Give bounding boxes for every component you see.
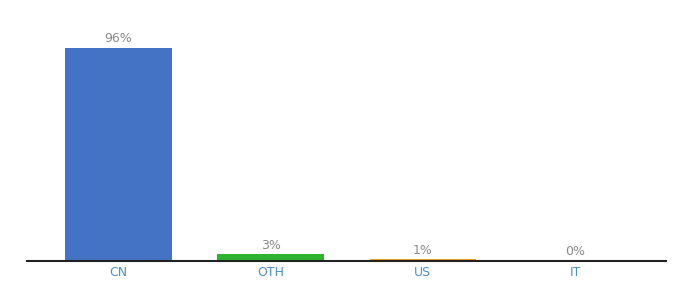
Bar xyxy=(370,259,476,261)
Text: 1%: 1% xyxy=(413,244,433,256)
Text: 96%: 96% xyxy=(105,32,133,45)
Text: 3%: 3% xyxy=(260,239,281,252)
Bar xyxy=(218,254,324,261)
Text: 0%: 0% xyxy=(565,245,585,258)
Bar xyxy=(65,48,172,261)
